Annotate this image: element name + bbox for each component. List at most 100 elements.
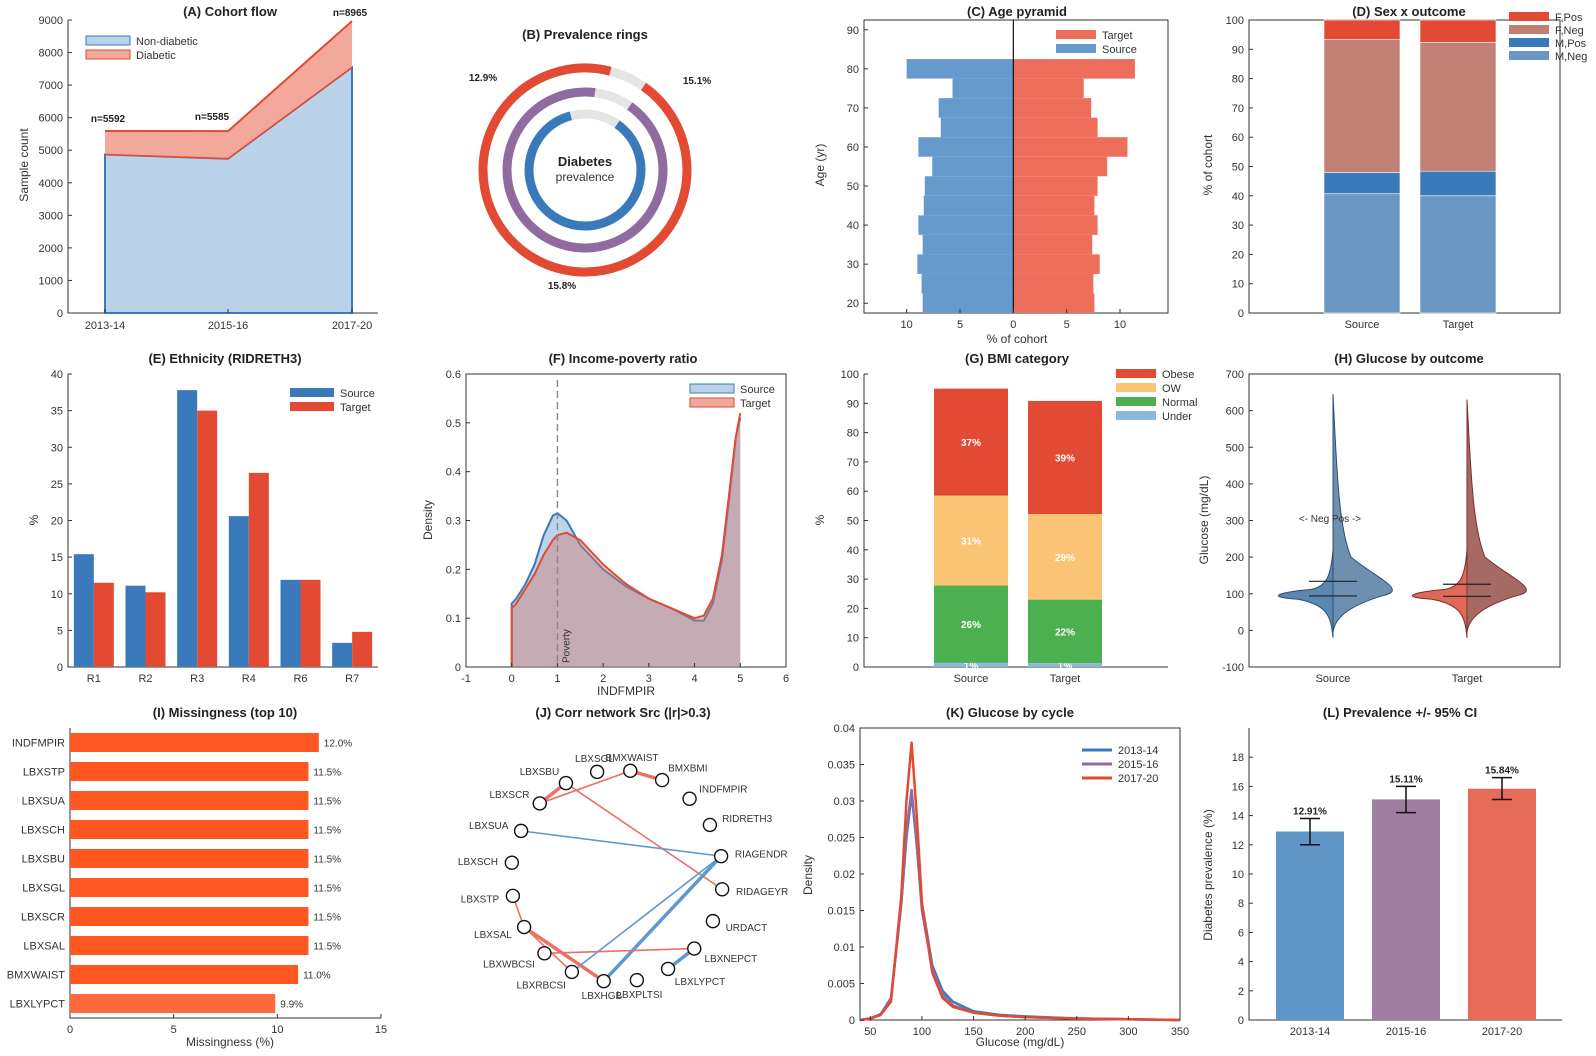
bar-label: 1% [964, 661, 979, 672]
prevalence-bar [1276, 831, 1344, 1020]
x-tick-label: 50 [864, 1026, 876, 1038]
y-tick-label: LBXSAL [23, 941, 65, 953]
y-tick-label: LBXSGL [22, 883, 65, 895]
target-bar [1013, 234, 1093, 255]
y-tick-label: 7000 [39, 80, 63, 92]
x-tick-label: 2015-16 [1386, 1026, 1426, 1038]
bar-label: 37% [961, 438, 981, 449]
panel-k-title: (K) Glucose by cycle [946, 705, 1074, 720]
missingness-bar [70, 936, 309, 955]
y-tick-label: 70 [847, 103, 859, 115]
y-tick-label: 3000 [39, 210, 63, 222]
node-label: LBXWBCSI [483, 959, 535, 970]
node-label: LBXRBCSI [516, 981, 565, 992]
x-tick-label: R7 [345, 673, 359, 685]
ring-label-2017: 15.8% [548, 281, 576, 292]
bar-label: 29% [1055, 553, 1075, 564]
source-density-fill [511, 417, 741, 667]
y-tick-label: 500 [1226, 442, 1244, 454]
bar-value-label: 11.5% [313, 855, 341, 866]
x-tick-label: 2013-14 [1290, 1026, 1330, 1038]
poverty-label: Poverty [561, 629, 572, 663]
x-tick-label: 2015-16 [208, 320, 248, 332]
legend-item-label: OW [1162, 383, 1182, 395]
legend-item-swatch [1116, 383, 1156, 392]
y-axis-label: Diabetes prevalence (%) [1201, 809, 1215, 940]
missingness-bar [70, 820, 309, 839]
y-tick-label: 100 [841, 369, 859, 381]
target-bar [1013, 215, 1098, 235]
x-tick-label: 350 [1171, 1026, 1189, 1038]
panel-l-title: (L) Prevalence +/- 95% CI [1323, 705, 1477, 720]
target-bar [93, 582, 114, 667]
y-tick-label: 40 [1232, 191, 1244, 203]
corr-edge [602, 854, 723, 983]
source-bar [177, 390, 198, 667]
target-violin-pos-half [1466, 399, 1527, 633]
source-bar [918, 215, 1014, 235]
node-label: LBXLYPCT [675, 977, 725, 988]
y-tick-label: 2000 [39, 243, 63, 255]
node-label: LBXPLTSI [617, 990, 663, 1001]
y-tick-label: 20 [51, 516, 63, 528]
source-bar [952, 78, 1014, 99]
panel-f-title: (F) Income-poverty ratio [549, 351, 698, 366]
node-urdact [705, 913, 721, 929]
node-label: LBXSGL [575, 754, 614, 765]
axis-frame [1248, 373, 1561, 668]
missingness-bar [70, 762, 309, 781]
x-tick-label: 15 [375, 1024, 387, 1036]
legend-target-label: Target [740, 398, 771, 410]
legend-target-label: Target [340, 402, 371, 414]
y-tick-label: 40 [847, 545, 859, 557]
bar-value-label: 15.84% [1485, 766, 1519, 777]
node-bmxbmi [654, 772, 670, 788]
panel-g-title: (G) BMI category [965, 351, 1070, 366]
target-density-fill [511, 413, 741, 667]
y-tick-label: 60 [847, 486, 859, 498]
bar-value-label: 12.0% [324, 739, 352, 750]
legend-item-swatch [1509, 25, 1549, 34]
legend-item-label: M,Neg [1555, 51, 1587, 63]
target-bar [1013, 273, 1094, 294]
bar-value-label: 11.5% [313, 942, 341, 953]
legend-item-swatch [1116, 397, 1156, 406]
y-tick-label: 0 [1238, 308, 1244, 320]
corr-edge [544, 947, 695, 955]
x-tick-label: Source [1316, 673, 1351, 685]
ring-label-2013: 12.9% [469, 73, 497, 84]
y-tick-label: 12 [1232, 840, 1244, 852]
node-label: LBXSAL [474, 930, 512, 941]
y-tick-label: 600 [1226, 406, 1244, 418]
y-tick-label: 1000 [39, 275, 63, 287]
missingness-bar [70, 733, 319, 752]
y-tick-label: 90 [847, 398, 859, 410]
panel-g-bmi-category: (G) BMI category 1%26%31%37%Source1%22%2… [813, 351, 1197, 685]
y-tick-label: 0.2 [446, 564, 461, 576]
x-tick-label: 2017-20 [332, 320, 372, 332]
missingness-bar [70, 849, 309, 868]
panel-j-title: (J) Corr network Src (|r|>0.3) [535, 705, 710, 720]
x-tick-label: 4 [692, 673, 698, 685]
axis-frame [1248, 19, 1561, 314]
bar-Obese [1028, 400, 1102, 515]
legend-item-swatch [1509, 12, 1549, 21]
y-axis-label: % of cohort [1201, 134, 1215, 195]
y-tick-label: 80 [1232, 74, 1244, 86]
y-tick-label: 100 [1226, 15, 1244, 27]
node-lbxsbu [558, 775, 574, 791]
y-tick-label: 60 [847, 142, 859, 154]
y-tick-label: 30 [51, 442, 63, 454]
density-line-2017-20 [859, 741, 1181, 1022]
y-tick-label: 14 [1232, 811, 1244, 823]
source-bar [922, 234, 1014, 255]
legend-source-swatch [290, 388, 334, 397]
legend-item-label: Obese [1162, 369, 1194, 381]
target-density-line [510, 412, 742, 667]
bar-value-label: 11.5% [313, 913, 341, 924]
y-tick-label: 15 [51, 552, 63, 564]
y-tick-label: LBXSTP [23, 767, 65, 779]
y-tick-label: 0.005 [827, 979, 855, 991]
bar-value-label: 11.0% [303, 971, 331, 982]
